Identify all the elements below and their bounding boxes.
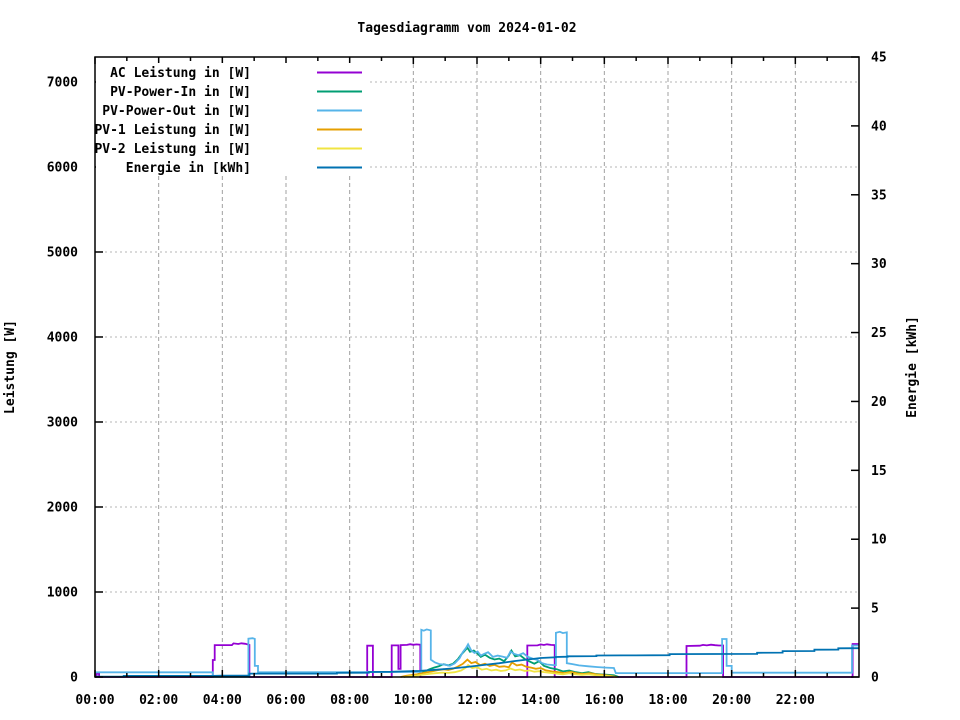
legend-label-pv-power-out-in-w-: PV-Power-Out in [W] xyxy=(102,104,251,119)
y-right-tick-label: 30 xyxy=(871,257,887,272)
left-axis-label: Leistung [W] xyxy=(3,320,18,414)
series-line-pv-power-out-in-w- xyxy=(95,628,859,678)
y-left-tick-label: 7000 xyxy=(47,75,78,90)
y-left-tick-label: 3000 xyxy=(47,415,78,430)
series-line-ac-leistung-in-w- xyxy=(95,642,859,678)
x-tick-label: 10:00 xyxy=(394,693,433,708)
legend-label-ac-leistung-in-w-: AC Leistung in [W] xyxy=(110,66,251,81)
tick-labels-layer: 00:00 02:00 04:00 06:00 08:00 10:00 12:00 14:00… xyxy=(47,51,887,709)
y-left-tick-label: 1000 xyxy=(47,585,78,600)
x-tick-label: 22:00 xyxy=(776,693,815,708)
x-tick-label: 12:00 xyxy=(457,693,496,708)
chart-title: Tagesdiagramm vom 2024-01-02 xyxy=(357,21,576,36)
grid-layer xyxy=(95,57,859,677)
series-layer xyxy=(95,628,860,678)
y-right-tick-label: 20 xyxy=(871,395,887,410)
x-tick-label: 16:00 xyxy=(585,693,624,708)
legend-label-pv-2-leistung-in-w-: PV-2 Leistung in [W] xyxy=(94,142,251,157)
y-left-tick-label: 5000 xyxy=(47,245,78,260)
series-line-energie-in-kwh- xyxy=(95,647,860,678)
y-right-tick-label: 35 xyxy=(871,188,887,203)
y-right-tick-label: 5 xyxy=(871,602,879,617)
y-right-tick-label: 45 xyxy=(871,51,887,66)
series-line-pv-2-leistung-in-w- xyxy=(403,663,616,678)
y-right-tick-label: 0 xyxy=(871,671,879,686)
y-right-tick-label: 25 xyxy=(871,326,887,341)
x-tick-label: 18:00 xyxy=(648,693,687,708)
y-right-tick-label: 10 xyxy=(871,533,887,548)
legend: AC Leistung in [W] PV-Power-In in [W] PV-P… xyxy=(94,66,362,176)
y-left-tick-label: 0 xyxy=(70,671,78,686)
right-axis-label: Energie [kWh] xyxy=(905,316,920,418)
y-right-tick-label: 40 xyxy=(871,119,887,134)
y-left-tick-label: 4000 xyxy=(47,330,78,345)
x-tick-label: 06:00 xyxy=(266,693,305,708)
legend-label-pv-power-in-in-w-: PV-Power-In in [W] xyxy=(110,85,251,100)
x-tick-label: 02:00 xyxy=(139,693,178,708)
x-tick-label: 14:00 xyxy=(521,693,560,708)
x-tick-label: 04:00 xyxy=(203,693,242,708)
y-left-tick-label: 2000 xyxy=(47,500,78,515)
legend-label-energie-in-kwh-: Energie in [kWh] xyxy=(126,161,251,176)
y-left-tick-label: 6000 xyxy=(47,160,78,175)
legend-background xyxy=(96,63,368,175)
x-tick-label: 08:00 xyxy=(330,693,369,708)
legend-label-pv-1-leistung-in-w-: PV-1 Leistung in [W] xyxy=(94,123,251,138)
x-tick-label: 20:00 xyxy=(712,693,751,708)
x-tick-label: 00:00 xyxy=(75,693,114,708)
y-right-tick-label: 15 xyxy=(871,464,887,479)
plot-border xyxy=(94,56,860,678)
